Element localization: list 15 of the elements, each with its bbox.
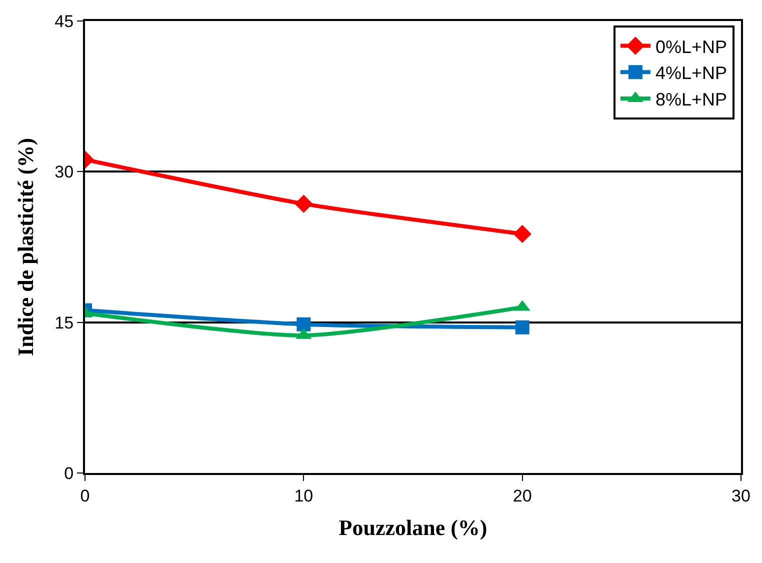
x-axis-title: Pouzzolane (%) bbox=[338, 514, 488, 540]
legend-label: 0%L+NP bbox=[655, 36, 727, 57]
y-tick-label: 30 bbox=[54, 162, 74, 182]
legend-label: 4%L+NP bbox=[655, 63, 727, 84]
y-tick-label: 15 bbox=[54, 313, 74, 332]
x-tick-label: 20 bbox=[512, 486, 532, 506]
legend-label: 8%L+NP bbox=[655, 90, 727, 110]
x-tick-label: 30 bbox=[732, 486, 750, 506]
y-axis-title: Indice de plasticité (%) bbox=[12, 138, 38, 356]
point bbox=[513, 224, 532, 244]
y-tick-label: 0 bbox=[64, 464, 74, 483]
x-tick-label: 10 bbox=[294, 486, 314, 506]
y-tick-label: 45 bbox=[54, 12, 74, 31]
point bbox=[515, 320, 530, 334]
x-tick-label: 0 bbox=[80, 486, 90, 506]
